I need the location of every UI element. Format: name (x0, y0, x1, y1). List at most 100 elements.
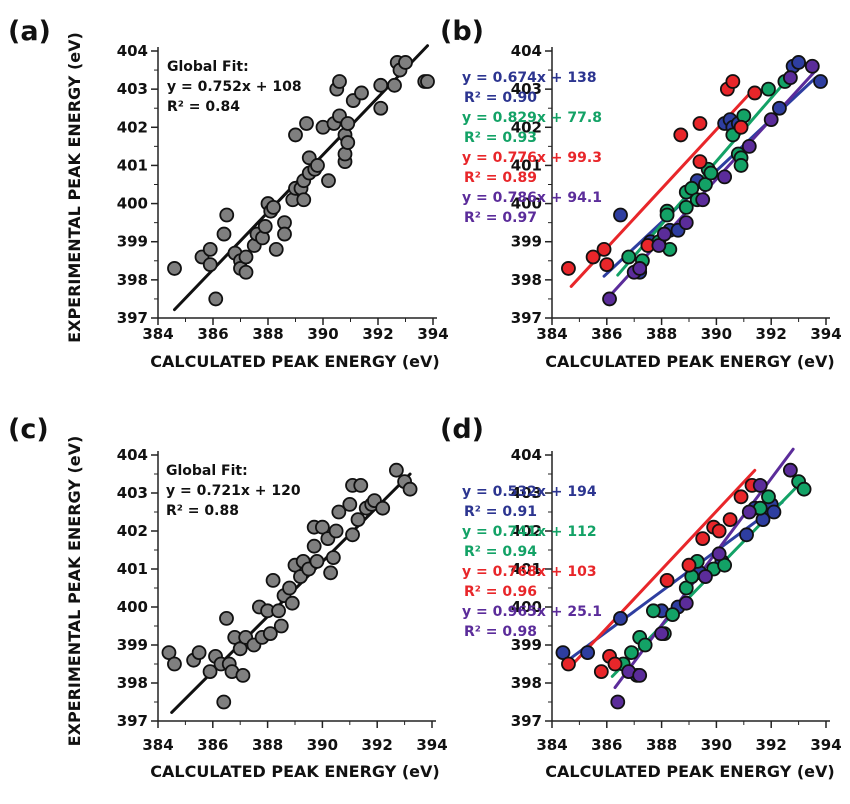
x-tick-label: 384 (142, 325, 173, 343)
data-point-series-4 (632, 261, 648, 276)
fit-annotation: R² = 0.88 (166, 503, 239, 519)
data-point-series-1 (265, 573, 281, 588)
data-point-series-4 (741, 504, 757, 520)
y-tick-label: 401 (117, 156, 148, 174)
data-point-series-1 (766, 504, 782, 520)
data-point-series-3 (561, 656, 576, 672)
data-point-series-4 (602, 291, 617, 307)
x-tick-label: 386 (591, 736, 622, 754)
x-axis-label: CALCULATED PEAK ENERGY (eV) (150, 352, 439, 371)
y-tick-label: 399 (511, 636, 542, 654)
data-point-series-1 (273, 618, 289, 634)
chart-panel-3: (c) 384 386 388 390 392 394 397 398 399 400 401 402 4… (8, 414, 448, 781)
data-point-series-1 (402, 481, 418, 497)
fit-annotation: y = 0.786x + 94.1 (462, 190, 602, 206)
fit-annotation: R² = 0.97 (464, 210, 537, 226)
y-tick-label: 398 (511, 674, 542, 692)
panel-letter: (d) (440, 414, 484, 445)
data-point-series-1 (331, 504, 347, 520)
panel-letter: (b) (440, 16, 484, 47)
data-point-series-3 (673, 127, 689, 143)
data-point-series-1 (321, 173, 336, 189)
fit-annotation: R² = 0.96 (464, 584, 537, 600)
y-tick-label: 404 (511, 42, 542, 60)
x-tick-label: 388 (646, 325, 677, 343)
y-tick-label: 402 (511, 522, 542, 540)
data-point-series-1 (202, 257, 218, 273)
data-point-series-1 (268, 241, 284, 257)
data-point-series-1 (350, 512, 366, 527)
y-tick-label: 404 (117, 42, 148, 60)
data-point-series-1 (235, 668, 251, 683)
data-point-series-1 (813, 74, 828, 89)
data-point-series-2 (761, 81, 776, 97)
data-point-series-1 (216, 694, 232, 710)
y-tick-label: 401 (511, 156, 542, 174)
fit-annotation: y = 0.965x + 25.1 (462, 604, 602, 620)
data-point-series-2 (703, 165, 719, 181)
fit-annotation: y = 0.741x + 112 (462, 524, 597, 540)
data-point-series-1 (323, 565, 339, 581)
data-point-series-1 (373, 77, 389, 93)
data-point-series-2 (796, 481, 812, 497)
data-point-series-3 (747, 85, 763, 101)
data-point-series-1 (202, 241, 218, 257)
x-tick-label: 392 (756, 325, 787, 343)
y-tick-label: 402 (511, 118, 542, 136)
chart-panel-1: (a) 384 386 388 390 392 394 397 398 399 400 401 402 4… (8, 16, 449, 371)
data-point-series-4 (711, 546, 727, 562)
x-tick-label: 392 (362, 325, 393, 343)
y-tick-label: 397 (511, 712, 542, 730)
data-point-series-4 (804, 58, 820, 74)
data-point-series-2 (637, 637, 653, 653)
data-point-series-1 (202, 664, 218, 679)
data-point-series-1 (306, 538, 322, 554)
y-axis-label: EXPERIMENTAL PEAK ENERGY (eV) (65, 32, 84, 343)
y-tick-label: 401 (511, 560, 542, 578)
x-tick-label: 384 (536, 325, 567, 343)
data-point-series-1 (328, 523, 344, 539)
x-tick-label: 390 (307, 736, 338, 754)
data-point-series-3 (695, 531, 711, 546)
x-tick-label: 390 (701, 736, 732, 754)
data-point-series-3 (593, 664, 609, 679)
x-tick-label: 394 (416, 736, 447, 754)
data-point-series-3 (599, 257, 615, 273)
x-axis-label: CALCULATED PEAK ENERGY (eV) (545, 352, 834, 371)
data-point-series-3 (711, 523, 727, 539)
y-tick-label: 401 (117, 560, 148, 578)
data-point-series-1 (167, 261, 182, 276)
data-point-series-1 (219, 611, 234, 626)
x-tick-label: 390 (307, 325, 338, 343)
data-point-series-3 (733, 489, 749, 505)
data-point-series-1 (310, 158, 325, 173)
data-point-series-1 (238, 249, 254, 265)
data-point-series-1 (420, 74, 435, 89)
y-tick-label: 397 (117, 309, 148, 327)
data-point-series-2 (665, 607, 680, 622)
chart-panel-4: (d) 384 386 388 390 392 394 397 398 399 400 401 402 4… (440, 414, 842, 781)
x-tick-label: 386 (197, 325, 228, 343)
data-point-series-1 (191, 645, 207, 660)
fit-annotation: y = 0.752x + 108 (167, 79, 302, 95)
fit-annotation: R² = 0.98 (464, 624, 537, 640)
data-point-series-1 (262, 626, 278, 641)
data-point-series-2 (624, 645, 639, 660)
data-point-series-4 (695, 192, 711, 208)
fit-annotation: Global Fit: (166, 463, 248, 479)
data-point-series-3 (596, 241, 612, 257)
x-tick-label: 394 (417, 325, 448, 343)
y-tick-label: 399 (117, 233, 148, 251)
x-tick-label: 392 (362, 736, 393, 754)
data-point-series-1 (388, 462, 404, 478)
x-tick-label: 388 (646, 736, 677, 754)
y-tick-label: 400 (117, 195, 148, 213)
data-point-series-1 (208, 291, 224, 307)
fit-annotation: R² = 0.94 (464, 544, 537, 560)
data-point-series-1 (340, 116, 356, 131)
y-tick-label: 404 (117, 446, 148, 464)
data-point-series-4 (741, 138, 757, 154)
data-point-series-4 (782, 70, 798, 86)
data-point-series-3 (585, 249, 601, 265)
data-point-series-1 (282, 580, 297, 596)
